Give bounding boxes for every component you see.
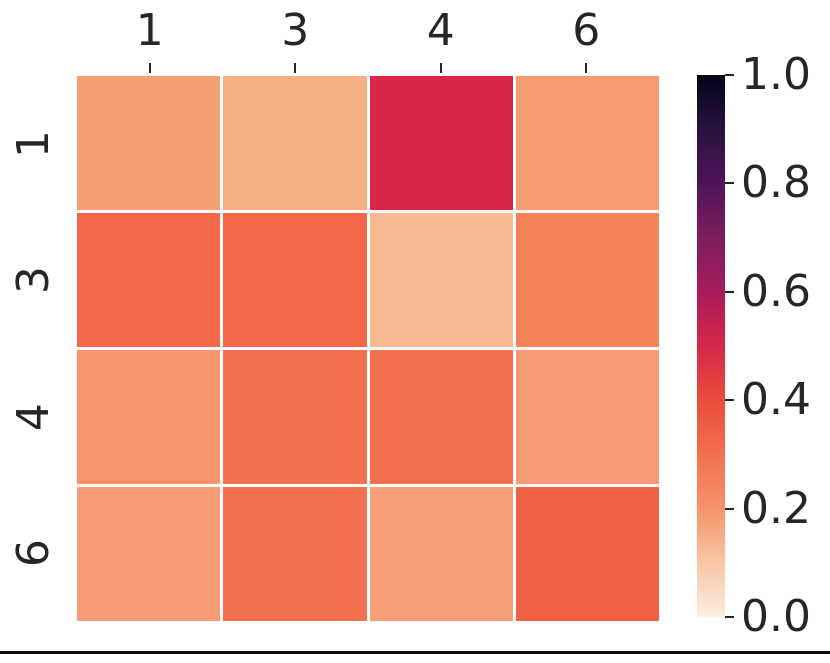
colorbar-tick-mark xyxy=(725,74,734,76)
heatmap-cell xyxy=(223,350,367,484)
x-tick-mark xyxy=(294,63,297,73)
colorbar-gradient xyxy=(697,75,725,617)
heatmap-cell xyxy=(77,487,221,621)
colorbar-tick-mark xyxy=(725,290,734,293)
x-tick-label: 6 xyxy=(572,5,601,56)
colorbar-tick-label: 0.8 xyxy=(741,157,811,209)
x-axis-tick-marks xyxy=(77,63,659,73)
colorbar-tick-mark xyxy=(725,616,734,618)
x-tick-mark xyxy=(439,63,442,73)
heatmap-cell xyxy=(515,487,659,621)
x-tick-mark xyxy=(148,63,151,73)
heatmap-cell xyxy=(369,76,513,210)
colorbar-tick-label: 0.4 xyxy=(741,374,811,426)
heatmap-cell xyxy=(77,76,221,210)
x-tick-mark xyxy=(585,63,588,73)
colorbar-tick-label: 0.6 xyxy=(741,265,811,317)
heatmap-cell xyxy=(223,487,367,621)
heatmap-cell xyxy=(77,213,221,347)
heatmap-cell xyxy=(223,76,367,210)
heatmap-cell xyxy=(223,213,367,347)
heatmap-cell xyxy=(515,213,659,347)
colorbar-tick-mark xyxy=(725,399,734,402)
colorbar-tick-mark xyxy=(725,507,734,510)
heatmap-grid xyxy=(77,76,659,621)
x-tick-label: 1 xyxy=(135,5,164,56)
x-axis-tick-labels: 1 3 4 6 xyxy=(77,2,659,60)
heatmap-cell xyxy=(77,350,221,484)
colorbar-tick-label: 1.0 xyxy=(741,49,811,100)
heatmap-cell xyxy=(369,350,513,484)
heatmap-cell xyxy=(369,213,513,347)
heatmap-cell xyxy=(515,350,659,484)
colorbar-tick-label: 0.2 xyxy=(741,482,811,534)
bottom-border-line xyxy=(0,651,830,654)
colorbar-tick-label: 0.0 xyxy=(741,591,811,642)
x-tick-label: 4 xyxy=(426,5,455,56)
heatmap-cell xyxy=(369,487,513,621)
colorbar-tick-mark xyxy=(725,182,734,185)
heatmap-cell xyxy=(515,76,659,210)
x-tick-label: 3 xyxy=(281,5,310,56)
